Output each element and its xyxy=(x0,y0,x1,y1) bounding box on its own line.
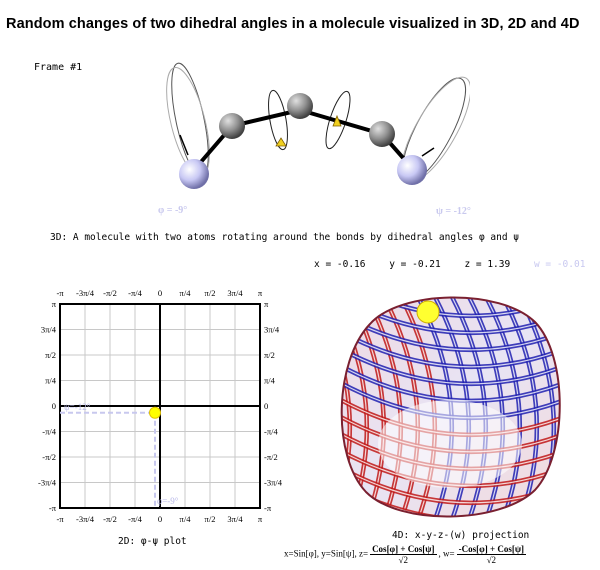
tick-label: π/2 xyxy=(205,288,216,298)
tick-label: -π/2 xyxy=(264,452,278,462)
atom-gray-1 xyxy=(219,113,245,139)
tick-label: -π/4 xyxy=(264,427,278,437)
tick-label: -π/4 xyxy=(128,288,142,298)
caption-4d-text: 4D: x-y-z-(w) projection xyxy=(392,530,530,541)
frame-label: Frame #1 xyxy=(34,62,83,73)
phi-psi-plot: -π-π-π -π-3π/4-3π/4-3π/4 -3π/4-π/2-π/2-π/2… xyxy=(38,288,283,524)
marker-left xyxy=(275,137,287,147)
formula-prefix: x=Sin[φ], y=Sin[ψ], z= xyxy=(284,548,369,559)
projection-4d-surface xyxy=(340,296,561,518)
tick-label: -3π/4 xyxy=(38,478,57,488)
tick-label: -π/2 xyxy=(103,288,117,298)
phi-angle-label: φ = -9° xyxy=(158,205,188,216)
surface-outline xyxy=(340,296,561,518)
tick-label: -π/2 xyxy=(42,452,56,462)
tick-label: -3π/4 xyxy=(76,288,95,298)
plot-dashed-guides xyxy=(60,411,156,508)
tick-label: π xyxy=(264,299,269,309)
formula-z-fraction: Cos[φ] + Cos[ψ] √2 xyxy=(370,544,437,565)
tick-label: π/2 xyxy=(45,350,56,360)
tick-label: -π/4 xyxy=(128,514,142,524)
tick-label: 0 xyxy=(158,288,162,298)
atom-rotating-left xyxy=(179,159,209,189)
coordinates-readout: x = -0.16 y = -0.21 z = 1.39 w = -0.01 xyxy=(314,259,600,270)
tick-label: -π xyxy=(49,503,57,513)
coord-y: y = -0.21 xyxy=(389,259,441,270)
psi-readout: ψ=-12° xyxy=(64,402,91,412)
coord-x: x = -0.16 xyxy=(314,259,366,270)
tick-label: π/2 xyxy=(205,514,216,524)
tick-label: -π xyxy=(56,288,64,298)
caption-2d: 2D: φ-ψ plot xyxy=(118,536,187,547)
formula-w-numerator: -Cos[φ] + Cos[ψ] xyxy=(456,544,527,555)
formula-w-denominator: √2 xyxy=(486,555,497,565)
surface-current-point xyxy=(416,300,440,324)
marker-right xyxy=(332,114,342,127)
tick-label: π/4 xyxy=(180,514,192,524)
tick-label: 0 xyxy=(264,401,268,411)
tick-label: 3π/4 xyxy=(41,325,57,335)
tick-label: -3π/4 xyxy=(76,514,95,524)
formula-w-prefix: , w= xyxy=(438,548,455,559)
tick-label: 0 xyxy=(52,401,56,411)
tick-label: 0 xyxy=(158,514,162,524)
formula-z-numerator: Cos[φ] + Cos[ψ] xyxy=(370,544,437,555)
projection-formula: x=Sin[φ], y=Sin[ψ], z= Cos[φ] + Cos[ψ] √2,… xyxy=(284,544,528,565)
psi-angle-label: ψ = -12° xyxy=(436,206,471,217)
tick-label: π/4 xyxy=(264,376,276,386)
tick-label: -π xyxy=(264,503,272,513)
plot-current-point xyxy=(149,406,161,419)
caption-3d: 3D: A molecule with two atoms rotating a… xyxy=(50,232,519,243)
tick-label: -3π/4 xyxy=(264,478,283,488)
tick-label: π/4 xyxy=(180,288,192,298)
phi-readout: φ=-9° xyxy=(157,496,179,506)
tick-label: π/2 xyxy=(264,350,275,360)
formula-w-fraction: -Cos[φ] + Cos[ψ] √2 xyxy=(456,544,527,565)
tick-label: -π/2 xyxy=(103,514,117,524)
tick-label: 3π/4 xyxy=(227,514,243,524)
tick-label: π xyxy=(258,514,263,524)
main-title: Random changes of two dihedral angles in… xyxy=(6,16,580,32)
plot-tick-labels: -π-π-π -π-3π/4-3π/4-3π/4 -3π/4-π/2-π/2-π/2… xyxy=(38,288,283,524)
tick-label: -π/4 xyxy=(42,427,56,437)
caption-4d: 4D: x-y-z-(w) projection xyxy=(392,530,529,541)
tick-label: π/4 xyxy=(45,376,57,386)
tick-label: -π xyxy=(56,514,64,524)
atom-gray-2 xyxy=(287,93,313,119)
coord-w: w = -0.01 xyxy=(533,259,586,270)
tick-label: π xyxy=(52,299,57,309)
atom-gray-3 xyxy=(369,121,395,147)
coord-z: z = 1.39 xyxy=(464,259,511,270)
tick-label: 3π/4 xyxy=(264,325,280,335)
atom-rotating-right xyxy=(397,155,427,185)
formula-z-denominator: √2 xyxy=(398,555,408,565)
molecule-3d-view xyxy=(166,62,470,189)
tick-label: 3π/4 xyxy=(227,288,243,298)
tick-label: π xyxy=(258,288,263,298)
